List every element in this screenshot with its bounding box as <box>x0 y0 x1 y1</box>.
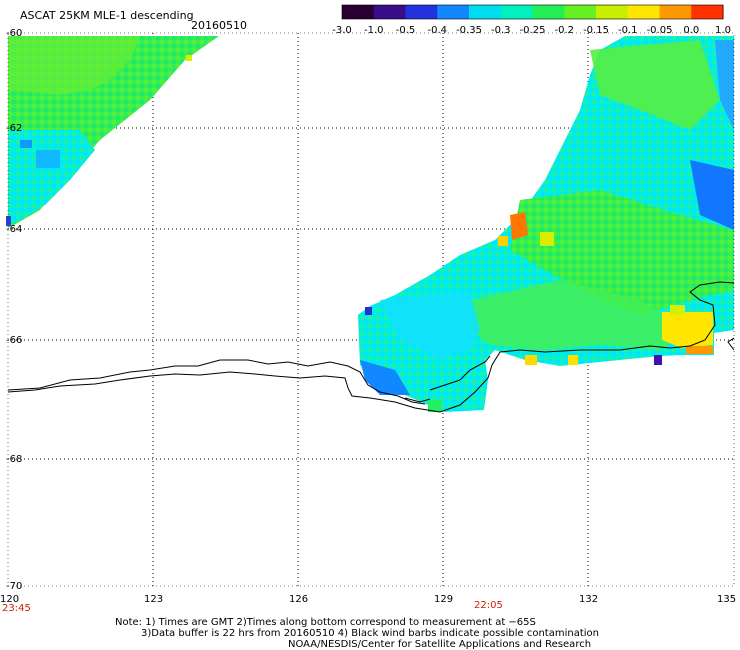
colorbar-swatch <box>532 5 565 19</box>
note-line-2: 3)Data buffer is 22 hrs from 20160510 4)… <box>141 628 599 639</box>
colorbar-tick-label: -0.4 <box>428 25 448 36</box>
colorbar-tick-label: -0.05 <box>647 25 673 36</box>
colorbar-swatch <box>437 5 470 19</box>
colorbar <box>341 4 724 20</box>
colorbar-tick-label: 0.0 <box>683 25 699 36</box>
colorbar-tick-label: -0.25 <box>520 25 546 36</box>
lon-label: 123 <box>144 594 163 605</box>
colorbar-tick-label: -3.0 <box>332 25 352 36</box>
note-line-3: NOAA/NESDIS/Center for Satellite Applica… <box>288 639 591 650</box>
coastline <box>7 281 735 413</box>
map-date: 20160510 <box>191 19 247 32</box>
colorbar-tick-label: -0.2 <box>555 25 575 36</box>
map-title: ASCAT 25KM MLE-1 descending <box>20 9 194 22</box>
colorbar-tick-label: -0.15 <box>583 25 609 36</box>
colorbar-swatch <box>373 5 407 19</box>
colorbar-tick-label: -0.3 <box>491 25 511 36</box>
lat-label: -68 <box>6 454 22 465</box>
colorbar-swatch <box>564 5 597 19</box>
longitude-labels: 120 123 126 129 132 135 <box>0 594 736 605</box>
colorbar-tick-label: -0.1 <box>618 25 638 36</box>
latitude-labels: -60 -62 -64 -66 -68 -70 <box>6 28 22 592</box>
lat-label: -66 <box>6 335 22 346</box>
colorbar-swatch <box>659 5 692 19</box>
colorbar-tick-label: -0.35 <box>456 25 482 36</box>
note-line-1: Note: 1) Times are GMT 2)Times along bot… <box>115 617 536 628</box>
lat-label: -64 <box>6 224 22 235</box>
colorbar-tick-label: -0.5 <box>396 25 416 36</box>
colorbar-swatch <box>691 5 724 19</box>
time-left: 23:45 <box>2 603 31 614</box>
colorbar-swatch <box>342 5 375 19</box>
lon-label: 132 <box>579 594 598 605</box>
lon-label: 135 <box>717 594 736 605</box>
colorbar-swatch <box>469 5 502 19</box>
lon-label: 129 <box>434 594 453 605</box>
colorbar-outline <box>341 4 724 20</box>
lat-label: -60 <box>6 28 22 39</box>
colorbar-swatch <box>627 5 661 19</box>
lon-label: 120 <box>0 594 19 605</box>
colorbar-tick-label: 1.0 <box>715 25 731 36</box>
lat-label: -70 <box>6 581 22 592</box>
colorbar-tick-label: -1.0 <box>364 25 384 36</box>
swath-right <box>358 36 734 412</box>
lon-label: 126 <box>289 594 308 605</box>
colorbar-swatch <box>405 5 438 19</box>
colorbar-labels: -3.0 -1.0 -0.5 -0.4 -0.35 -0.3 -0.25 -0.2 -0.15-… <box>332 25 731 36</box>
swath-upper-left <box>6 36 219 228</box>
colorbar-swatch <box>596 5 629 19</box>
colorbar-swatch <box>500 5 534 19</box>
time-mid: 22:05 <box>474 600 503 611</box>
lat-label: -62 <box>6 123 22 134</box>
